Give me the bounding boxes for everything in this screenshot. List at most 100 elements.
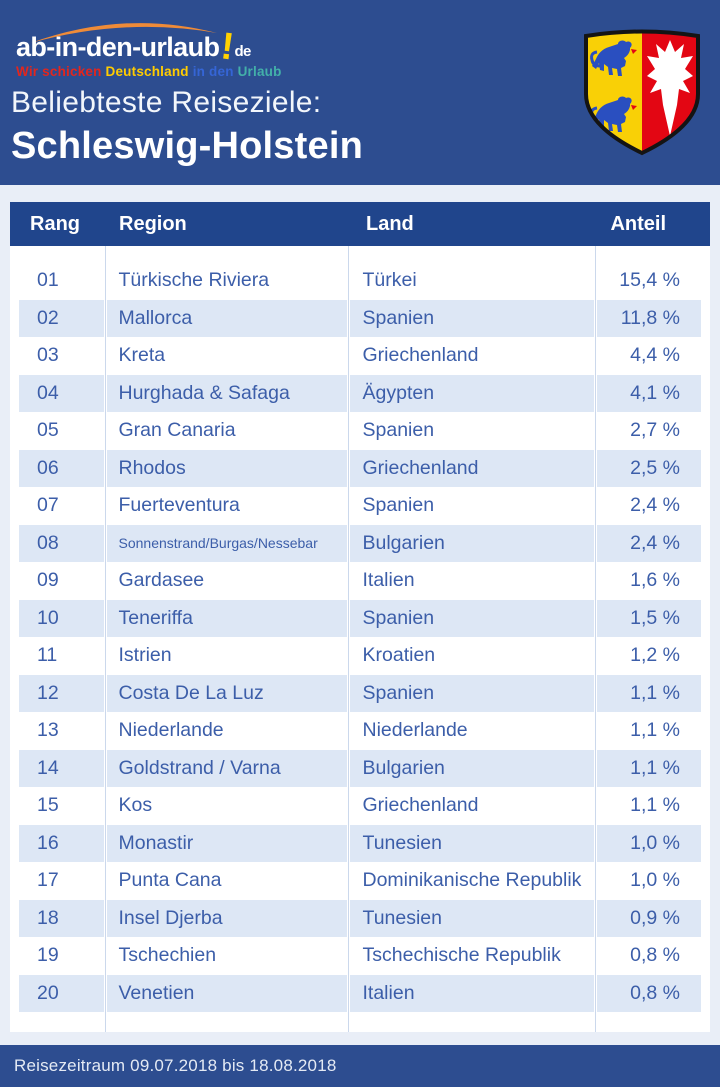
cell-share: 11,8 % <box>596 299 701 337</box>
brand-exclamation: ! <box>218 25 236 69</box>
cell-region: Niederlande <box>118 719 224 742</box>
cell-land: Kroatien <box>362 644 436 667</box>
cell-share: 0,8 % <box>630 944 680 967</box>
cell-rank: 07 <box>37 494 59 517</box>
cell-share: 1,6 % <box>630 569 680 592</box>
cell-share: 1,1 % <box>630 794 680 817</box>
table-row: 04 Hurghada & Safaga Ägypten 4,1 % <box>19 374 701 412</box>
cell-land: Griechenland <box>362 344 479 367</box>
tagline-word: Deutschland <box>105 64 193 79</box>
table-row: 10 Teneriffa Spanien 1,5 % <box>19 599 701 637</box>
table-row: 06 Rhodos Griechenland 2,5 % <box>19 449 701 487</box>
cell-rank: 02 <box>19 299 104 337</box>
table-row: 01 Türkische Riviera Türkei 15,4 % <box>19 262 701 300</box>
lion-icon-top <box>590 40 637 76</box>
cell-land: Spanien <box>362 419 435 442</box>
schleswig-holstein-coat-of-arms <box>584 29 700 156</box>
cell-region: Gardasee <box>118 569 205 592</box>
cell-land: Spanien <box>349 599 594 637</box>
cell-land: Niederlande <box>362 719 468 742</box>
cell-region: Goldstrand / Varna <box>106 749 347 787</box>
footer-bar: Reisezeitraum 09.07.2018 bis 18.08.2018 <box>0 1045 720 1087</box>
cell-region: Venetien <box>106 974 347 1012</box>
cell-share: 2,4 % <box>596 524 701 562</box>
page-titles: Beliebteste Reiseziele: Schleswig-Holste… <box>11 86 363 168</box>
cell-region: Istrien <box>118 644 172 667</box>
cell-land: Spanien <box>349 674 594 712</box>
cell-rank: 17 <box>37 869 59 892</box>
cell-land: Türkei <box>362 269 417 292</box>
cell-share: 0,8 % <box>596 974 701 1012</box>
logo-swoosh-icon <box>31 23 217 43</box>
cell-share: 1,1 % <box>596 749 701 787</box>
tagline-word: Urlaub <box>237 64 282 79</box>
column-header-anteil: Anteil <box>610 212 666 235</box>
cell-share: 2,7 % <box>630 419 680 442</box>
cell-region: Monastir <box>106 824 347 862</box>
cell-rank: 03 <box>37 344 59 367</box>
cell-rank: 16 <box>19 824 104 862</box>
cell-region: Punta Cana <box>118 869 222 892</box>
cell-share: 1,2 % <box>630 644 680 667</box>
cell-rank: 04 <box>19 374 104 412</box>
cell-land: Dominikanische Republik <box>362 869 582 892</box>
table-header-row: Rang Region Land Anteil <box>10 202 710 246</box>
table-row: 02 Mallorca Spanien 11,8 % <box>19 299 701 337</box>
cell-rank: 01 <box>37 269 59 292</box>
column-header-land: Land <box>366 212 414 235</box>
table-row: 15 Kos Griechenland 1,1 % <box>19 787 701 825</box>
table-row: 14 Goldstrand / Varna Bulgarien 1,1 % <box>19 749 701 787</box>
cell-region: Kreta <box>118 344 166 367</box>
cell-share: 4,1 % <box>596 374 701 412</box>
table-row: 08 Sonnenstrand/Burgas/Nessebar Bulgarien 2… <box>19 524 701 562</box>
cell-rank: 12 <box>19 674 104 712</box>
cell-share: 1,0 % <box>596 824 701 862</box>
cell-land: Spanien <box>349 299 594 337</box>
table-row: 05 Gran Canaria Spanien 2,7 % <box>19 412 701 450</box>
table-row: 03 Kreta Griechenland 4,4 % <box>19 337 701 375</box>
cell-rank: 19 <box>37 944 59 967</box>
brand-tagline: Wir schicken Deutschland in den Urlaub <box>16 64 281 79</box>
travel-period-label: Reisezeitraum 09.07.2018 bis 18.08.2018 <box>14 1056 337 1075</box>
cell-share: 0,9 % <box>596 899 701 937</box>
cell-rank: 15 <box>37 794 59 817</box>
cell-share: 1,1 % <box>596 674 701 712</box>
cell-land: Griechenland <box>362 794 479 817</box>
cell-region: Costa De La Luz <box>106 674 347 712</box>
cell-region: Teneriffa <box>106 599 347 637</box>
column-divider <box>348 246 349 1032</box>
cell-land: Spanien <box>362 494 435 517</box>
cell-rank: 05 <box>37 419 59 442</box>
cell-land: Ägypten <box>349 374 594 412</box>
brand-wordmark: ab-in-den-urlaub!de <box>16 25 276 69</box>
tagline-word: Wir schicken <box>16 64 106 79</box>
cell-share: 1,0 % <box>630 869 680 892</box>
table-row: 07 Fuerteventura Spanien 2,4 % <box>19 487 701 525</box>
cell-land: Tunesien <box>349 824 594 862</box>
cell-rank: 13 <box>37 719 59 742</box>
table-row: 20 Venetien Italien 0,8 % <box>19 974 701 1012</box>
cell-land: Italien <box>349 974 594 1012</box>
table-row: 16 Monastir Tunesien 1,0 % <box>19 824 701 862</box>
table-row: 19 Tschechien Tschechische Republik 0,8 % <box>19 937 701 975</box>
cell-share: 2,4 % <box>630 494 680 517</box>
table-row: 11 Istrien Kroatien 1,2 % <box>19 637 701 675</box>
cell-region: Mallorca <box>106 299 347 337</box>
cell-region: Hurghada & Safaga <box>106 374 347 412</box>
cell-region: Tschechien <box>118 944 217 967</box>
table-row: 12 Costa De La Luz Spanien 1,1 % <box>19 674 701 712</box>
cell-land: Italien <box>362 569 415 592</box>
brand-name: ab-in-den-urlaub <box>16 32 220 62</box>
cell-share: 4,4 % <box>630 344 680 367</box>
cell-land: Tschechische Republik <box>362 944 561 967</box>
cell-region: Rhodos <box>106 449 347 487</box>
cell-land: Bulgarien <box>349 524 594 562</box>
brand-tld: de <box>234 43 251 60</box>
cell-rank: 14 <box>19 749 104 787</box>
page-title: Schleswig-Holstein <box>11 125 364 167</box>
cell-land: Bulgarien <box>349 749 594 787</box>
cell-land: Tunesien <box>349 899 594 937</box>
cell-share: 1,5 % <box>596 599 701 637</box>
tagline-word: in den <box>192 64 238 79</box>
